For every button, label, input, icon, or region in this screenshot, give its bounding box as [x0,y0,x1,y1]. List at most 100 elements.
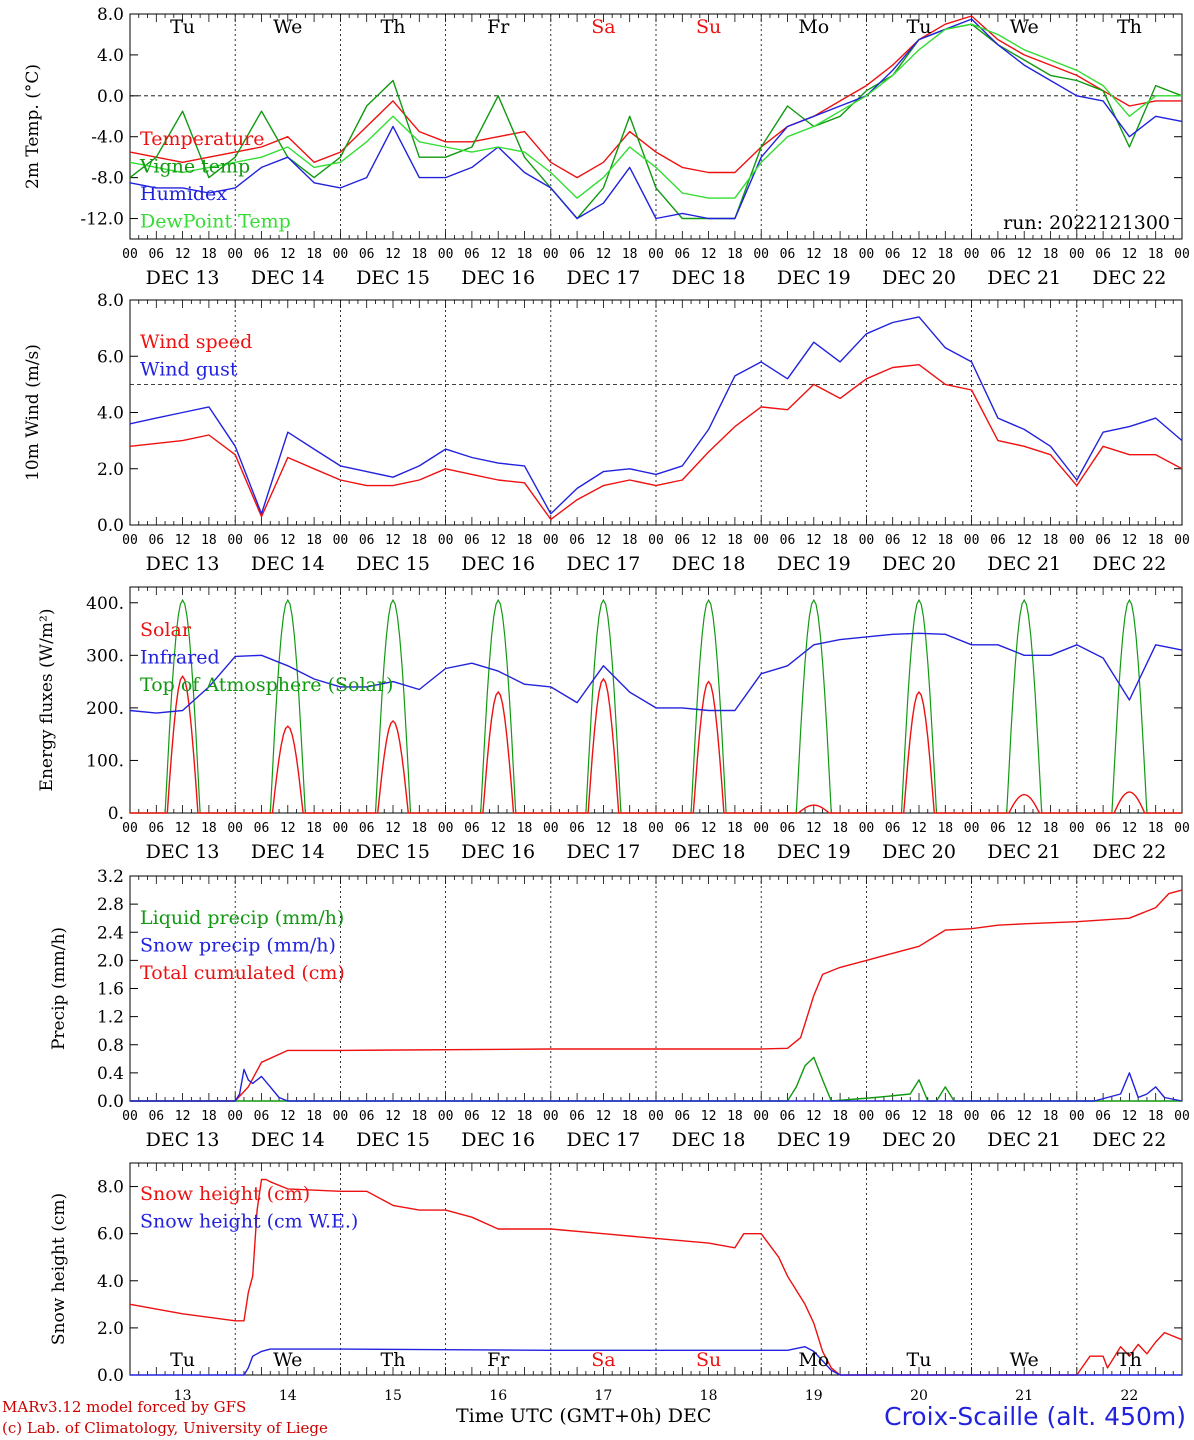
hour-tick-label: 00 [543,247,559,262]
weekday-label: Tu [170,16,195,38]
y-tick-label: 0.8 [97,1036,124,1056]
hour-tick-label: 06 [254,1109,270,1124]
series-vigne-temp [129,23,1183,220]
series-toa-solar-day [445,598,551,814]
hour-tick-label: 06 [1095,1109,1111,1124]
date-label: DEC 14 [251,553,325,575]
hour-tick-label: 06 [148,821,164,836]
hour-tick-label: 06 [674,533,690,548]
hour-tick-label: 00 [859,533,875,548]
hour-tick-label: 06 [1095,533,1111,548]
y-tick-label: 2.0 [97,1319,124,1339]
hour-tick-label: 06 [359,1109,375,1124]
hour-tick-label: 06 [990,821,1006,836]
hour-tick-label: 18 [1148,1109,1164,1124]
hour-tick-label: 12 [280,533,296,548]
series-wind-gust [129,316,1183,515]
date-label: DEC 16 [461,841,535,863]
hour-tick-label: 06 [359,821,375,836]
date-label: DEC 19 [777,553,851,575]
y-tick-label: 200. [86,699,124,719]
date-label: DEC 21 [987,1129,1061,1151]
legend-entry: Vigne temp [139,156,250,178]
date-label: DEC 13 [146,1129,220,1151]
legend-entry: Wind speed [140,331,252,353]
hour-tick-label: 00 [648,533,664,548]
hour-tick-label: 12 [911,533,927,548]
hour-tick-label: 12 [806,247,822,262]
hour-tick-label: 06 [569,821,585,836]
hour-tick-label: 12 [1016,533,1032,548]
lab-credit: (c) Lab. of Climatology, University of L… [2,1419,328,1437]
hour-tick-label: 06 [464,247,480,262]
hour-tick-label: 18 [937,821,953,836]
series-solar-day [971,793,1077,814]
hour-tick-label: 12 [490,247,506,262]
date-label: DEC 15 [356,553,430,575]
hour-tick-label: 12 [175,533,191,548]
weekday-label: We [1010,1349,1039,1371]
hour-tick-label: 12 [490,821,506,836]
weekday-label: Mo [798,1349,829,1371]
legend-entry: Snow height (cm) [140,1183,310,1205]
series-solar-day [1076,791,1182,814]
hour-tick-label: 18 [1043,821,1059,836]
hour-tick-label: 18 [937,533,953,548]
hour-tick-label: 12 [175,247,191,262]
hour-tick-label: 18 [832,1109,848,1124]
hour-tick-label: 18 [622,1109,638,1124]
hour-tick-label: 00 [333,821,349,836]
panel-frame [129,586,1183,814]
hour-tick-label: 18 [727,247,743,262]
hour-tick-label: 06 [885,247,901,262]
hour-tick-label: 12 [175,1109,191,1124]
day-number-label: 19 [805,1388,823,1404]
hour-tick-label: 12 [596,1109,612,1124]
hour-tick-label: 00 [122,533,138,548]
legend-entry: Solar [140,619,192,641]
hour-tick-label: 18 [517,533,533,548]
hour-tick-label: 12 [806,821,822,836]
date-label: DEC 13 [146,553,220,575]
y-tick-label: -12.0 [80,210,124,230]
hour-tick-label: 00 [1069,247,1085,262]
series-solar-day [340,719,446,814]
hour-tick-label: 18 [622,533,638,548]
y-axis-label: 2m Temp. (°C) [23,64,43,189]
hour-tick-label: 18 [517,1109,533,1124]
hour-tick-label: 12 [385,533,401,548]
y-tick-label: 300. [86,646,124,666]
y-tick-label: -8.0 [91,169,124,189]
hour-tick-label: 00 [122,1109,138,1124]
hour-tick-label: 18 [727,533,743,548]
hour-tick-label: 06 [990,247,1006,262]
date-label: DEC 17 [566,1129,640,1151]
hour-tick-label: 00 [438,533,454,548]
hour-tick-label: 00 [753,1109,769,1124]
hour-tick-label: 12 [280,821,296,836]
hour-tick-label: 06 [254,533,270,548]
hour-tick-label: 18 [517,247,533,262]
day-number-label: 13 [174,1388,192,1404]
hour-tick-label: 00 [227,247,243,262]
date-label: DEC 14 [251,1129,325,1151]
y-tick-label: 8.0 [97,291,124,311]
day-number-label: 18 [700,1388,718,1404]
hour-tick-label: 12 [1122,533,1138,548]
hour-tick-label: 00 [753,247,769,262]
hour-tick-label: 12 [701,821,717,836]
series-solar-day [445,690,551,814]
hour-tick-label: 06 [780,1109,796,1124]
y-axis-label: 10m Wind (m/s) [23,344,43,481]
date-label: DEC 21 [987,841,1061,863]
legend-entry: Humidex [140,183,227,205]
hour-tick-label: 12 [596,247,612,262]
date-label: DEC 19 [777,841,851,863]
series-solar-day [866,690,972,814]
hour-tick-label: 12 [596,821,612,836]
hour-tick-label: 12 [701,533,717,548]
series-snow-precip-mm-h- [130,1068,1183,1102]
y-tick-label: 2.0 [97,460,124,480]
hour-tick-label: 00 [227,533,243,548]
series-solar-day [550,677,656,814]
